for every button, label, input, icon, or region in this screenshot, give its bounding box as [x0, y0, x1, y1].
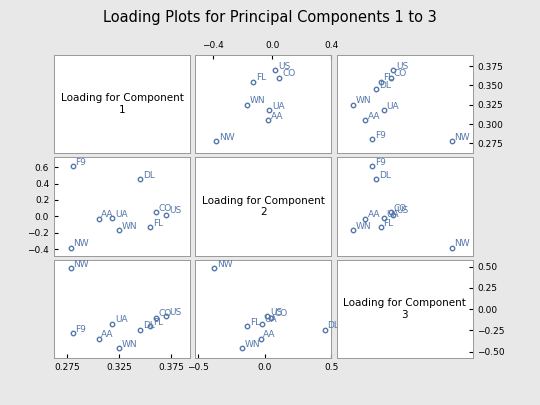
Text: NW: NW: [73, 260, 89, 269]
Text: UA: UA: [115, 210, 127, 219]
Text: DL: DL: [327, 321, 339, 330]
Text: FL: FL: [153, 219, 164, 228]
Text: US: US: [169, 307, 181, 317]
Text: AA: AA: [102, 330, 114, 339]
Text: AA: AA: [368, 112, 380, 121]
Text: FL: FL: [383, 219, 394, 228]
Text: CO: CO: [158, 309, 172, 318]
Text: US: US: [278, 62, 290, 71]
Text: F9: F9: [375, 158, 386, 167]
Text: AA: AA: [271, 112, 283, 121]
Text: F9: F9: [0, 404, 1, 405]
Text: F9: F9: [0, 404, 1, 405]
Text: Loading for Component
3: Loading for Component 3: [343, 298, 466, 320]
Text: DL: DL: [379, 171, 391, 180]
Text: UA: UA: [272, 102, 285, 111]
Text: AA: AA: [264, 330, 276, 339]
Text: WN: WN: [250, 96, 265, 105]
Text: AA: AA: [102, 211, 114, 220]
Text: FL: FL: [153, 318, 164, 327]
Text: NW: NW: [73, 239, 89, 248]
Text: CO: CO: [394, 69, 407, 79]
Text: NW: NW: [454, 239, 470, 248]
Text: UA: UA: [115, 315, 127, 324]
Text: WN: WN: [356, 222, 372, 231]
Text: FL: FL: [383, 73, 394, 82]
Text: Loading for Component
2: Loading for Component 2: [202, 196, 325, 217]
Text: UA: UA: [387, 210, 399, 219]
Text: UA: UA: [265, 315, 278, 324]
Text: DL: DL: [143, 321, 155, 330]
Text: CO: CO: [158, 204, 172, 213]
Text: NW: NW: [219, 132, 234, 142]
Text: AA: AA: [368, 211, 380, 220]
Text: US: US: [396, 62, 408, 71]
Text: DL: DL: [143, 171, 155, 180]
Text: FL: FL: [250, 318, 260, 327]
Text: UA: UA: [387, 102, 399, 111]
Text: F9: F9: [375, 131, 386, 140]
Text: CO: CO: [282, 69, 295, 79]
Text: Loading for Component
1: Loading for Component 1: [60, 93, 184, 115]
Text: DL: DL: [0, 404, 1, 405]
Text: Loading Plots for Principal Components 1 to 3: Loading Plots for Principal Components 1…: [103, 10, 437, 25]
Text: CO: CO: [274, 309, 287, 318]
Text: NW: NW: [217, 260, 232, 269]
Text: US: US: [396, 207, 408, 215]
Text: WN: WN: [122, 222, 138, 231]
Text: WN: WN: [122, 340, 138, 349]
Text: DL: DL: [379, 81, 391, 90]
Text: FL: FL: [255, 73, 266, 82]
Text: CO: CO: [394, 204, 407, 213]
Text: US: US: [169, 207, 181, 215]
Text: US: US: [270, 307, 282, 317]
Text: F9: F9: [76, 324, 86, 334]
Text: WN: WN: [245, 340, 260, 349]
Text: WN: WN: [356, 96, 372, 105]
Text: F9: F9: [76, 158, 86, 167]
Text: NW: NW: [454, 132, 470, 142]
